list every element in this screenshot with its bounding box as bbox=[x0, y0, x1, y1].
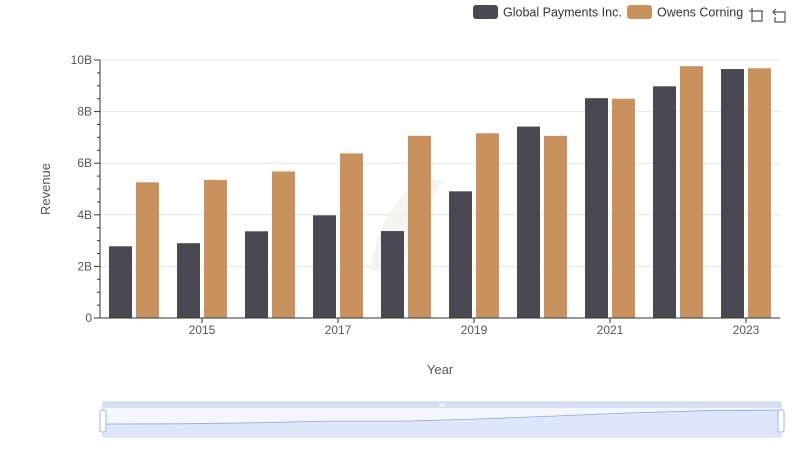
bars-group bbox=[109, 66, 771, 319]
y-tick-label: 6B bbox=[77, 156, 92, 170]
y-tick-label: 10B bbox=[71, 53, 92, 67]
legend-label: Owens Corning bbox=[657, 6, 743, 20]
bar-global-payments-2016[interactable] bbox=[245, 231, 268, 318]
y-tick-label: 0 bbox=[85, 311, 92, 325]
data-zoom-handle-left[interactable] bbox=[99, 409, 107, 433]
bar-global-payments-2023[interactable] bbox=[721, 69, 744, 318]
x-axis-label: Year bbox=[427, 362, 454, 377]
y-tick-label: 8B bbox=[77, 105, 92, 119]
bar-owens-corning-2015[interactable] bbox=[204, 179, 227, 318]
legend: Global Payments Inc. Owens Corning bbox=[473, 5, 743, 20]
bar-global-payments-2020[interactable] bbox=[517, 126, 540, 319]
bar-global-payments-2021[interactable] bbox=[585, 98, 608, 319]
bar-global-payments-2019[interactable] bbox=[449, 191, 472, 318]
y-axis-label: Revenue bbox=[38, 163, 53, 215]
toolbar bbox=[748, 7, 788, 23]
x-tick-label: 2021 bbox=[597, 323, 624, 337]
bar-global-payments-2014[interactable] bbox=[109, 246, 132, 318]
bar-global-payments-2018[interactable] bbox=[381, 231, 404, 318]
y-axis: 0 2B 4B 6B 8B 10B bbox=[71, 53, 101, 325]
bar-global-payments-2017[interactable] bbox=[313, 215, 336, 318]
bar-owens-corning-2020[interactable] bbox=[544, 135, 567, 318]
x-axis: 2015 2017 2019 2021 2023 bbox=[100, 317, 780, 337]
bar-owens-corning-2022[interactable] bbox=[680, 66, 703, 318]
bar-owens-corning-2021[interactable] bbox=[612, 98, 635, 318]
x-tick-label: 2017 bbox=[325, 323, 352, 337]
bar-owens-corning-2017[interactable] bbox=[340, 153, 363, 318]
data-zoom-slider[interactable] bbox=[99, 401, 785, 438]
y-tick-label: 4B bbox=[77, 208, 92, 222]
bar-owens-corning-2016[interactable] bbox=[272, 171, 295, 318]
bar-owens-corning-2014[interactable] bbox=[136, 182, 159, 318]
x-tick-label: 2015 bbox=[189, 323, 216, 337]
data-zoom-area bbox=[103, 410, 781, 437]
y-tick-label: 2B bbox=[77, 259, 92, 273]
legend-swatch bbox=[627, 5, 652, 19]
bar-owens-corning-2019[interactable] bbox=[476, 133, 499, 318]
legend-item-owens-corning[interactable]: Owens Corning bbox=[627, 5, 743, 20]
bar-owens-corning-2023[interactable] bbox=[748, 68, 771, 318]
data-zoom-line bbox=[102, 409, 782, 425]
bar-owens-corning-2018[interactable] bbox=[408, 135, 431, 318]
data-zoom-handle-right[interactable] bbox=[777, 409, 785, 433]
x-tick-label: 2023 bbox=[733, 323, 760, 337]
legend-swatch bbox=[473, 5, 498, 19]
bar-global-payments-2022[interactable] bbox=[653, 86, 676, 318]
legend-item-global-payments[interactable]: Global Payments Inc. bbox=[473, 5, 622, 20]
zoom-select-icon[interactable] bbox=[748, 7, 764, 23]
grid-lines bbox=[100, 59, 780, 267]
zoom-reset-icon[interactable] bbox=[772, 7, 788, 23]
x-tick-label: 2019 bbox=[461, 323, 488, 337]
bar-global-payments-2015[interactable] bbox=[177, 243, 200, 318]
legend-label: Global Payments Inc. bbox=[503, 6, 622, 20]
